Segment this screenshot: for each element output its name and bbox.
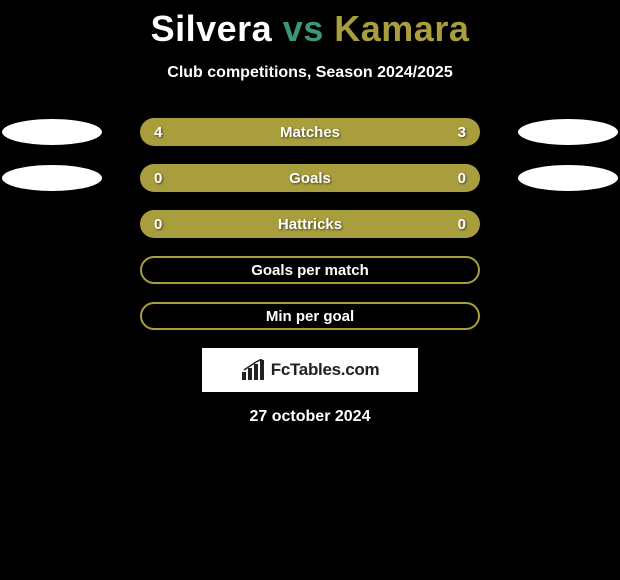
stat-row: Min per goal bbox=[0, 302, 620, 330]
brand: FcTables.com bbox=[241, 359, 380, 381]
brand-text: FcTables.com bbox=[271, 360, 380, 380]
stat-row: Goals per match bbox=[0, 256, 620, 284]
stat-row: 0 Hattricks 0 bbox=[0, 210, 620, 238]
right-ellipse bbox=[518, 257, 618, 283]
stat-bar: Goals per match bbox=[140, 256, 480, 284]
brand-logo-box: FcTables.com bbox=[202, 348, 418, 392]
right-ellipse bbox=[518, 119, 618, 145]
brand-suffix: Tables.com bbox=[290, 360, 379, 379]
subtitle: Club competitions, Season 2024/2025 bbox=[0, 64, 620, 82]
stat-left-value: 0 bbox=[154, 170, 168, 187]
stat-right-value: 0 bbox=[452, 170, 466, 187]
player1-name: Silvera bbox=[151, 8, 273, 49]
stat-label: Min per goal bbox=[266, 308, 354, 325]
left-ellipse bbox=[2, 303, 102, 329]
stat-bar: 0 Hattricks 0 bbox=[140, 210, 480, 238]
stat-row: 0 Goals 0 bbox=[0, 164, 620, 192]
brand-prefix: Fc bbox=[271, 360, 290, 379]
stat-left-value: 0 bbox=[154, 216, 168, 233]
right-ellipse bbox=[518, 165, 618, 191]
stat-bar: Min per goal bbox=[140, 302, 480, 330]
stat-label: Goals bbox=[289, 170, 331, 187]
stat-label: Matches bbox=[280, 124, 340, 141]
stat-right-value: 3 bbox=[452, 124, 466, 141]
stats-container: 4 Matches 3 0 Goals 0 0 Hattricks 0 Goals per mat… bbox=[0, 118, 620, 330]
stat-bar: 0 Goals 0 bbox=[140, 164, 480, 192]
left-ellipse bbox=[2, 119, 102, 145]
left-ellipse bbox=[2, 211, 102, 237]
stat-right-value: 0 bbox=[452, 216, 466, 233]
comparison-title: Silvera vs Kamara bbox=[0, 0, 620, 50]
date-label: 27 october 2024 bbox=[0, 408, 620, 426]
stat-label: Hattricks bbox=[278, 216, 342, 233]
stat-left-value: 4 bbox=[154, 124, 168, 141]
stat-label: Goals per match bbox=[251, 262, 369, 279]
right-ellipse bbox=[518, 211, 618, 237]
vs-separator: vs bbox=[283, 8, 324, 49]
stat-row: 4 Matches 3 bbox=[0, 118, 620, 146]
left-ellipse bbox=[2, 165, 102, 191]
right-ellipse bbox=[518, 303, 618, 329]
stat-bar: 4 Matches 3 bbox=[140, 118, 480, 146]
chart-icon bbox=[241, 359, 265, 381]
player2-name: Kamara bbox=[334, 8, 469, 49]
left-ellipse bbox=[2, 257, 102, 283]
